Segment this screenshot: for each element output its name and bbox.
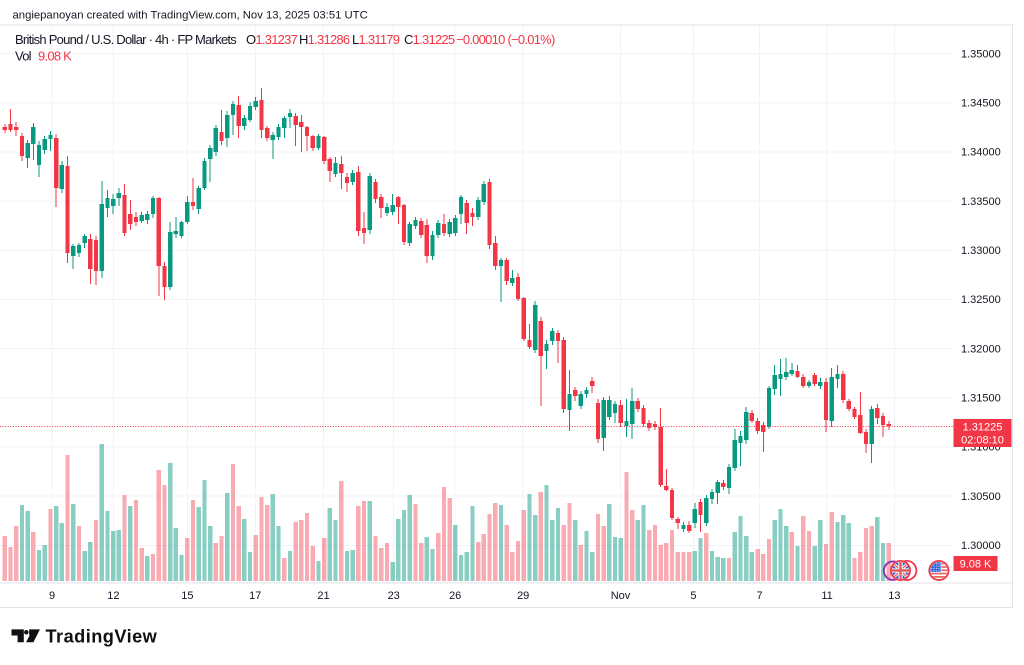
svg-text:1.33500: 1.33500 (961, 196, 1001, 208)
svg-text:23: 23 (388, 590, 400, 602)
svg-text:5: 5 (690, 590, 696, 602)
svg-text:26: 26 (449, 590, 461, 602)
svg-text:7: 7 (756, 590, 762, 602)
svg-text:1.30000: 1.30000 (961, 540, 1001, 552)
svg-text:1.30500: 1.30500 (961, 491, 1001, 503)
svg-text:1.31225: 1.31225 (963, 422, 1003, 434)
svg-text:13: 13 (888, 590, 900, 602)
svg-text:11: 11 (821, 590, 832, 602)
svg-text:Nov: Nov (611, 590, 631, 602)
svg-text:9.08 K: 9.08 K (960, 559, 992, 571)
svg-text:9: 9 (49, 590, 55, 602)
svg-text:29: 29 (517, 590, 529, 602)
svg-text:1.33000: 1.33000 (961, 245, 1001, 257)
svg-text:Vol 9.08 K: Vol 9.08 K (15, 49, 72, 64)
svg-text:1.32000: 1.32000 (961, 343, 1001, 355)
svg-text:angiepanoyan created with Trad: angiepanoyan created with TradingView.co… (13, 10, 368, 22)
svg-text:British Pound / U.S. Dollar ·: British Pound / U.S. Dollar · 4h · FP Ma… (15, 32, 555, 47)
svg-text:1.35000: 1.35000 (961, 48, 1001, 60)
svg-text:1.31500: 1.31500 (961, 393, 1001, 405)
svg-text:15: 15 (181, 590, 193, 602)
svg-text:02:08:10: 02:08:10 (961, 435, 1004, 447)
svg-text:1.32500: 1.32500 (961, 294, 1001, 306)
svg-text:17: 17 (249, 590, 261, 602)
svg-text:1.34000: 1.34000 (961, 147, 1001, 159)
svg-text:TradingView: TradingView (46, 626, 158, 646)
svg-text:12: 12 (107, 590, 119, 602)
svg-text:1.34500: 1.34500 (961, 98, 1001, 110)
svg-text:21: 21 (317, 590, 329, 602)
